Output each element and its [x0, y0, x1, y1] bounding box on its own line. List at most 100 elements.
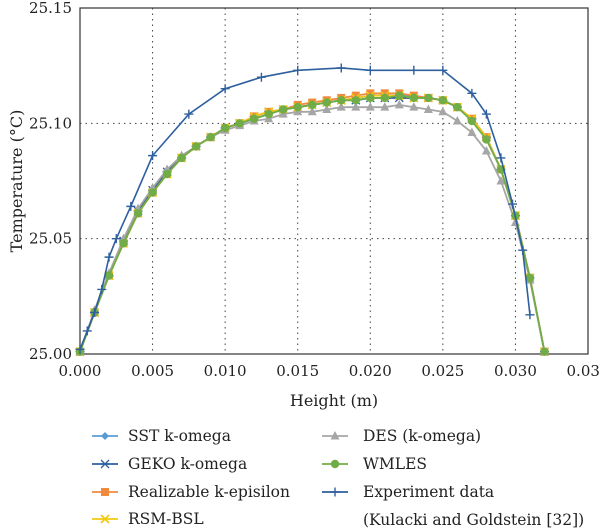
y-tick-label: 25.05 — [29, 230, 72, 248]
legend-item-6: Experiment data (Kulacki and Goldstein [3… — [322, 483, 584, 529]
legend-swatch-marker — [100, 514, 110, 524]
data-point — [148, 151, 158, 161]
x-tick-label: 0.035 — [567, 362, 600, 380]
legend-label: Realizable k-episilon — [128, 483, 290, 501]
data-point — [467, 116, 477, 126]
x-tick-label: 0.025 — [421, 362, 464, 380]
series-line — [79, 92, 546, 353]
series-line — [79, 67, 531, 350]
data-point — [395, 91, 404, 100]
data-point — [322, 104, 332, 113]
grid-lines — [80, 8, 588, 354]
x-tick-label: 0.000 — [59, 362, 102, 380]
data-point — [162, 169, 172, 179]
data-point — [104, 252, 114, 262]
data-point — [264, 109, 273, 119]
data-point — [496, 176, 506, 185]
data-point — [366, 89, 375, 98]
data-point — [293, 65, 303, 75]
data-point — [206, 132, 215, 142]
data-point — [184, 109, 194, 119]
data-point — [467, 88, 477, 98]
legend-label: RSM-BSL — [128, 510, 204, 528]
data-point — [366, 93, 375, 103]
legend-label: Experiment data — [363, 483, 494, 501]
y-tick-label: 25.15 — [29, 0, 72, 17]
tick-labels: 0.000 0.005 0.010 0.015 0.020 0.025 0.030 0.035… — [29, 0, 600, 380]
data-point — [351, 96, 360, 105]
x-tick-label: 0.015 — [276, 362, 319, 380]
data-point — [308, 100, 317, 110]
legend-item-4: DES (k-omega) — [322, 427, 481, 445]
legend-swatch-marker — [330, 431, 340, 440]
x-tick-label: 0.030 — [494, 362, 537, 380]
data-point — [351, 91, 360, 100]
data-point — [508, 199, 518, 209]
data-point — [540, 347, 549, 356]
data-point — [75, 344, 85, 354]
data-point — [394, 99, 404, 109]
data-point — [191, 142, 201, 151]
data-point — [380, 93, 389, 103]
legend-item-1: GEKO k-omega — [92, 455, 247, 473]
y-tick-label: 25.00 — [29, 345, 72, 363]
legend-label: (Kulacki and Goldstein [32]) — [363, 511, 584, 529]
legend-swatch-marker — [330, 487, 340, 497]
plot-area-frame — [79, 7, 589, 355]
data-point — [119, 239, 128, 248]
legend-item-2: Realizable k-episilon — [92, 483, 290, 501]
data-point — [111, 234, 121, 244]
data-point — [467, 127, 477, 137]
legend-item-3: RSM-BSL — [92, 510, 204, 528]
legend-swatch-marker — [101, 432, 109, 440]
legend-swatch-marker — [101, 488, 109, 496]
data-point — [481, 109, 491, 119]
data-point — [409, 93, 419, 103]
data-point — [220, 84, 230, 94]
legend-item-5: WMLES — [322, 455, 427, 473]
data-point — [481, 146, 491, 155]
data-point — [525, 310, 535, 320]
data-point — [496, 153, 506, 163]
data-point — [380, 89, 389, 98]
data-point — [104, 271, 114, 280]
x-tick-label: 0.005 — [131, 362, 174, 380]
legend-label: DES (k-omega) — [363, 427, 481, 445]
data-point — [133, 209, 143, 218]
data-point — [409, 65, 419, 75]
data-point — [380, 102, 390, 111]
x-tick-label: 0.010 — [204, 362, 247, 380]
data-point — [438, 65, 448, 75]
data-point — [90, 307, 100, 317]
data-point — [452, 116, 462, 125]
y-axis-title: Temperature (°C) — [7, 110, 26, 253]
data-point — [97, 284, 107, 294]
data-point — [256, 72, 266, 82]
data-point — [220, 123, 230, 133]
data-point — [482, 135, 491, 144]
series-3 — [75, 91, 550, 357]
legend-item-0: SST k-omega — [92, 427, 231, 445]
data-point — [235, 119, 244, 128]
data-point — [365, 65, 375, 75]
series-0 — [76, 91, 549, 356]
data-point — [148, 188, 157, 197]
legend-label: SST k-omega — [128, 427, 231, 445]
series-5 — [75, 91, 549, 356]
data-point — [126, 201, 136, 211]
data-point — [351, 102, 361, 111]
data-point — [518, 245, 528, 255]
data-point — [365, 102, 375, 111]
data-point — [438, 96, 448, 105]
data-point — [453, 102, 462, 112]
series-1 — [75, 93, 549, 357]
series-4 — [75, 99, 549, 356]
data-point — [82, 326, 92, 336]
data-point — [322, 98, 331, 107]
legend-swatch-marker — [330, 459, 340, 469]
series-6 — [75, 63, 535, 354]
x-axis-title: Height (m) — [290, 391, 378, 410]
data-point — [336, 63, 346, 73]
legend-label: WMLES — [363, 455, 427, 473]
